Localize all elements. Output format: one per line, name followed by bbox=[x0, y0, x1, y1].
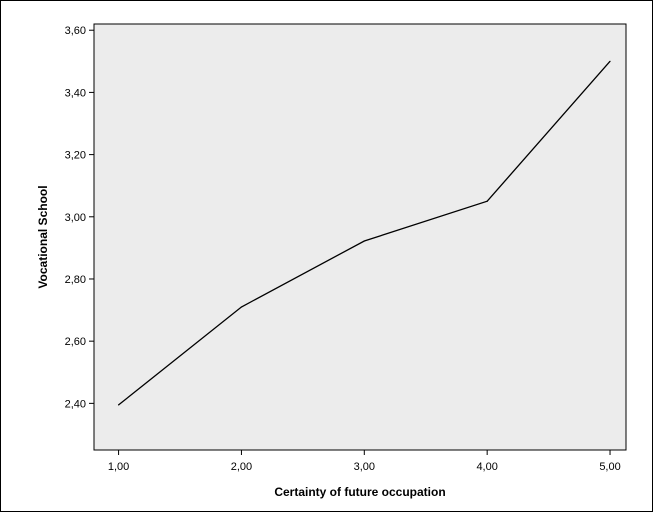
y-tick-label: 3,20 bbox=[65, 150, 86, 162]
y-tick-label: 2,80 bbox=[65, 274, 86, 286]
x-tick-label: 5,00 bbox=[599, 461, 620, 473]
y-tick-label: 2,40 bbox=[65, 398, 86, 410]
x-tick-label: 1,00 bbox=[108, 461, 129, 473]
data-point bbox=[363, 240, 365, 242]
y-tick-label: 3,00 bbox=[65, 212, 86, 224]
data-point bbox=[240, 306, 243, 308]
x-tick-label: 3,00 bbox=[354, 461, 375, 473]
data-point bbox=[486, 200, 488, 202]
x-tick-label: 4,00 bbox=[476, 461, 497, 473]
y-tick-label: 3,60 bbox=[65, 25, 86, 37]
y-tick-label: 3,40 bbox=[65, 87, 86, 99]
y-tick-label: 2,60 bbox=[65, 336, 86, 348]
y-axis-ticks: 2,40 2,60 2,80 3,00 3,20 3,40 3,60 bbox=[65, 25, 94, 410]
data-point bbox=[117, 404, 120, 406]
x-axis-title: Certainty of future occupation bbox=[274, 485, 445, 499]
plot-area bbox=[93, 23, 627, 451]
y-axis-title: Vocational School bbox=[36, 185, 50, 288]
series-layer bbox=[117, 60, 611, 406]
data-point bbox=[609, 60, 611, 62]
x-tick-label: 2,00 bbox=[231, 461, 252, 473]
x-axis-ticks: 1,00 2,00 3,00 4,00 5,00 bbox=[108, 450, 621, 473]
